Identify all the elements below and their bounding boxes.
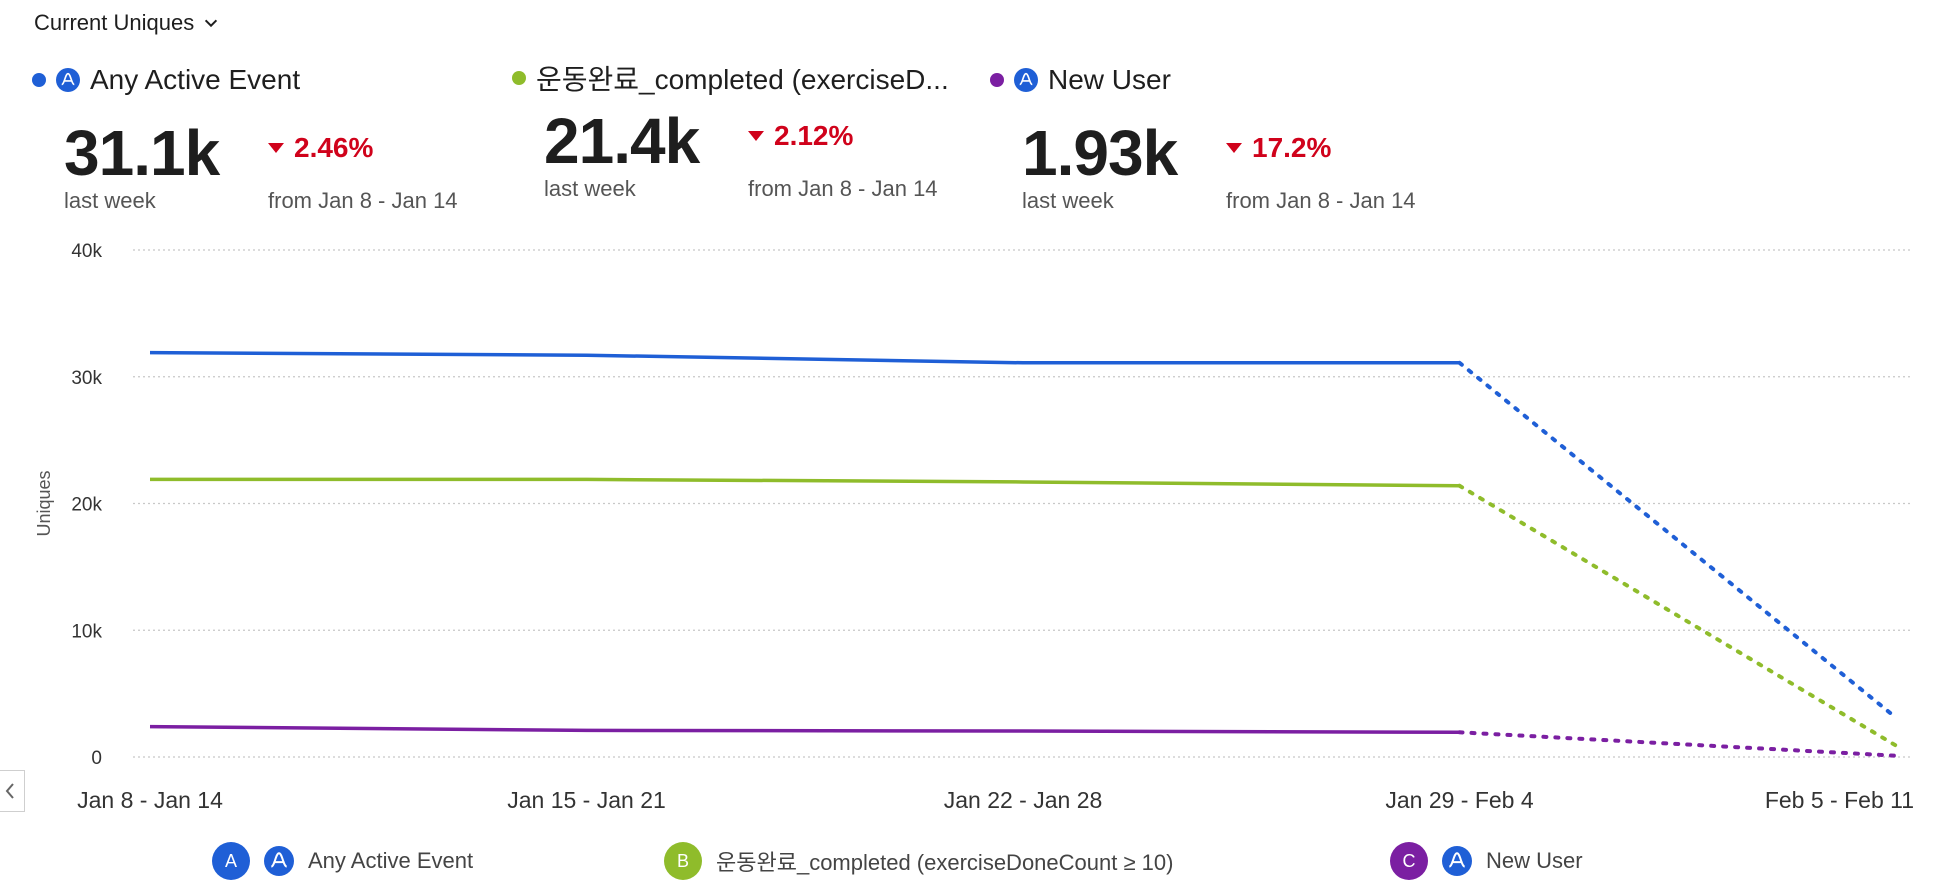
down-triangle-icon — [268, 143, 284, 153]
amplitude-icon — [1014, 68, 1038, 92]
x-tick-label: Jan 8 - Jan 14 — [77, 787, 223, 813]
series-line — [149, 724, 1460, 735]
metric-change: 2.46% — [268, 132, 373, 164]
metric-name: Any Active Event — [90, 64, 301, 95]
metric-change-value: 17.2% — [1252, 132, 1332, 163]
metric-compare: from Jan 8 - Jan 14 — [748, 176, 938, 201]
x-tick-label: Feb 5 - Feb 11 — [1765, 787, 1914, 813]
y-tick-label: 0 — [91, 748, 102, 769]
y-axis-label: Uniques — [34, 470, 54, 536]
y-tick-label: 40k — [71, 241, 102, 262]
amplitude-icon — [1442, 846, 1472, 876]
metric-compare: from Jan 8 - Jan 14 — [1226, 188, 1416, 213]
metric-period: last week — [64, 188, 156, 213]
series-dot — [32, 73, 46, 87]
series-line — [150, 477, 1460, 488]
x-tick-label: Jan 22 - Jan 28 — [944, 787, 1103, 813]
legend-label: New User — [1486, 848, 1583, 873]
metric-change: 2.12% — [748, 120, 853, 152]
metric-card-a[interactable]: Any Active Event 31.1k last week 2.46% f… — [32, 64, 492, 224]
down-triangle-icon — [748, 131, 764, 141]
chevron-down-icon — [205, 19, 218, 28]
metric-card-c[interactable]: New User 1.93k last week 17.2% from Jan … — [990, 64, 1460, 224]
series-letter-badge: B — [664, 842, 702, 880]
legend-item-a[interactable]: A Any Active Event — [212, 842, 473, 880]
series-letter-badge: A — [212, 842, 250, 880]
y-tick-label: 20k — [71, 495, 102, 516]
down-triangle-icon — [1226, 143, 1242, 153]
x-tick-label: Jan 29 - Feb 4 — [1385, 787, 1534, 813]
y-tick-label: 30k — [71, 368, 102, 389]
metric-compare: from Jan 8 - Jan 14 — [268, 188, 458, 213]
metric-name: 운동완료_completed (exerciseD... — [536, 64, 949, 95]
metric-value: 21.4k — [544, 105, 700, 177]
metric-value: 31.1k — [64, 117, 220, 189]
series-dot — [512, 71, 526, 85]
series-letter-badge: C — [1390, 842, 1428, 880]
metric-period: last week — [1022, 188, 1114, 213]
metric-change-value: 2.12% — [774, 120, 854, 151]
collapse-panel-button[interactable] — [0, 770, 25, 812]
series-line-partial — [1457, 483, 1898, 748]
series-line — [149, 350, 1460, 365]
metric-name: New User — [1048, 64, 1171, 95]
metric-period: last week — [544, 176, 636, 201]
series-line-partial — [1457, 360, 1898, 720]
metric-change-value: 2.46% — [294, 132, 374, 163]
series-line-partial — [1457, 730, 1898, 758]
x-tick-label: Jan 15 - Jan 21 — [507, 787, 666, 813]
metric-type-label: Current Uniques — [34, 10, 195, 35]
metric-change: 17.2% — [1226, 132, 1331, 164]
amplitude-icon — [56, 68, 80, 92]
metric-type-dropdown[interactable]: Current Uniques — [34, 10, 220, 36]
amplitude-icon — [264, 846, 294, 876]
series-dot — [990, 73, 1004, 87]
legend-label: 운동완료_completed (exerciseDoneCount ≥ 10) — [716, 850, 1174, 875]
line-chart: 0 10k 20k 30k 40k Uniques Jan 8 - Jan 14 Jan 15… — [34, 241, 1914, 813]
legend-item-b[interactable]: B 운동완료_completed (exerciseDoneCount ≥ 10… — [664, 842, 1173, 880]
chevron-left-icon — [5, 783, 14, 799]
legend-item-c[interactable]: C New User — [1390, 842, 1583, 880]
y-tick-label: 10k — [71, 621, 102, 642]
metric-card-b[interactable]: 운동완료_completed (exerciseD... 21.4k last … — [512, 58, 982, 218]
legend-label: Any Active Event — [308, 848, 474, 873]
metric-value: 1.93k — [1022, 117, 1178, 189]
